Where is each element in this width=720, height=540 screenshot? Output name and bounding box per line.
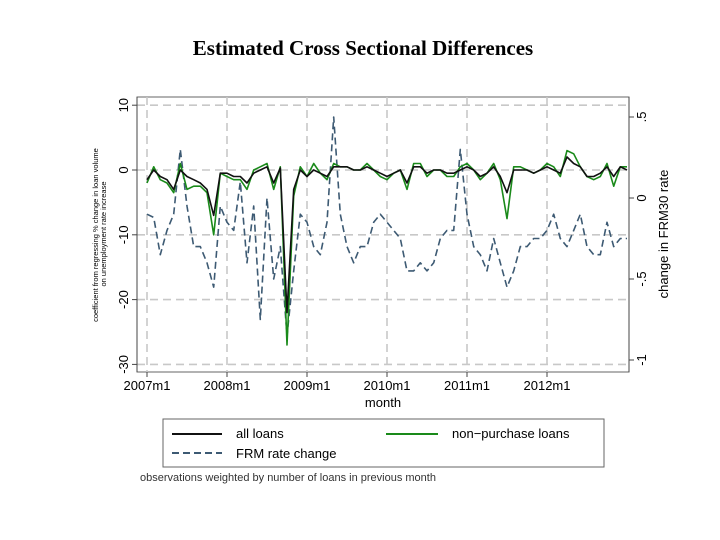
series-layer — [146, 116, 628, 346]
y-left-tick-label: 10 — [116, 98, 131, 112]
y-left-tick-label: -10 — [116, 225, 131, 244]
legend-box — [162, 418, 605, 468]
y-axis-left-label-line-2: on unemployment rate increase — [99, 181, 108, 286]
y-right-tick-label: .5 — [634, 112, 649, 123]
legend-label-frm-rate-change: FRM rate change — [236, 446, 336, 461]
x-tick-label: 2012m1 — [524, 378, 571, 393]
y-axis-right-label: change in FRM30 rate — [656, 170, 671, 299]
grid — [137, 97, 629, 372]
slide-title: Estimated Cross Sectional Differences — [192, 36, 534, 60]
chart-note: observations weighted by number of loans… — [140, 472, 436, 484]
x-tick-label: 2011m1 — [444, 378, 490, 393]
x-tick-label: 2010m1 — [364, 378, 411, 393]
series-line-all-loans — [146, 156, 628, 314]
legend-label-non-purchase-loans: non−purchase loans — [452, 426, 570, 441]
x-axis-label: month — [365, 395, 401, 410]
axes: 2007m1 2008m1 2009m1 2010m1 2011m1 2012m1 10 0 -… — [116, 97, 649, 393]
y-right-tick-label: -.5 — [634, 271, 649, 286]
x-tick-label: 2007m1 — [124, 378, 171, 393]
series-line-frm-rate-change — [146, 116, 627, 337]
legend-label-all-loans: all loans — [236, 426, 284, 441]
x-tick-label: 2009m1 — [284, 378, 331, 393]
y-left-tick-label: -30 — [116, 355, 131, 374]
series-line-non-purchase-loans — [146, 149, 627, 346]
y-axis-left-label-line-1: coefficient from regressing % change in … — [91, 148, 100, 322]
y-left-tick-label: -20 — [116, 290, 131, 309]
y-right-tick-label: 0 — [634, 194, 649, 201]
legend: all loans non−purchase loans FRM rate ch… — [162, 418, 605, 468]
y-axis-left-label: coefficient from regressing % change in … — [91, 146, 108, 322]
y-right-tick-label: -1 — [634, 354, 649, 366]
x-tick-label: 2008m1 — [204, 378, 251, 393]
y-left-tick-label: 0 — [116, 166, 131, 173]
